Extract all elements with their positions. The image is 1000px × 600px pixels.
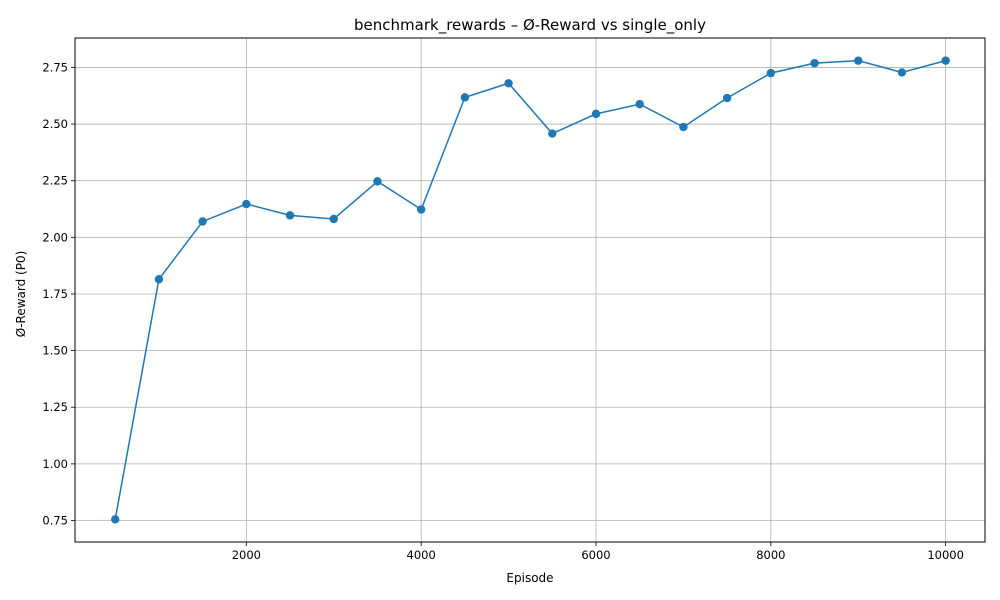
data-point [722, 93, 732, 103]
grid-lines [75, 38, 985, 542]
y-tick-label: 2.75 [42, 60, 68, 74]
y-tick-label: 2.00 [42, 230, 68, 244]
data-point [198, 217, 207, 226]
data-point [854, 56, 863, 65]
plot-area-frame [74, 37, 986, 543]
x-tick-label: 6000 [581, 548, 610, 562]
data-point [679, 122, 688, 132]
data-point [635, 99, 644, 109]
y-tick-label: 2.50 [42, 117, 68, 131]
data-point [941, 56, 950, 65]
data-point [897, 68, 907, 77]
x-tick-label: 4000 [407, 548, 436, 562]
data-point [504, 79, 513, 88]
x-tick-label: 2000 [232, 548, 261, 562]
data-point [810, 58, 819, 68]
data-point [111, 515, 120, 524]
x-tick-label: 8000 [756, 548, 785, 562]
y-tick-label: 1.25 [42, 400, 68, 414]
x-axis-label: Episode [506, 571, 553, 585]
y-tick-label: 1.50 [42, 344, 68, 358]
data-point [460, 93, 470, 102]
axis-ticks: 2000 4000 6000 8000 10000 0.75 1.00 1.25 1.50 1.7… [42, 60, 964, 562]
data-point [154, 275, 164, 284]
x-tick-label: 10000 [927, 548, 964, 562]
data-point [285, 211, 295, 220]
y-tick-label: 1.00 [42, 457, 68, 471]
y-tick-label: 0.75 [42, 513, 68, 527]
y-axis-label: Ø-Reward (P0) [14, 251, 28, 338]
data-point [766, 68, 776, 78]
data-point [242, 199, 251, 209]
chart-title: benchmark_rewards – Ø-Reward vs single_o… [354, 16, 706, 35]
data-point [591, 109, 601, 119]
data-point [416, 205, 426, 214]
series-line [114, 59, 946, 520]
data-point [373, 177, 382, 186]
series-layer [111, 56, 950, 524]
data-point [548, 129, 557, 138]
y-tick-label: 2.25 [42, 174, 68, 188]
y-tick-label: 1.75 [42, 287, 68, 301]
data-point [329, 214, 338, 224]
